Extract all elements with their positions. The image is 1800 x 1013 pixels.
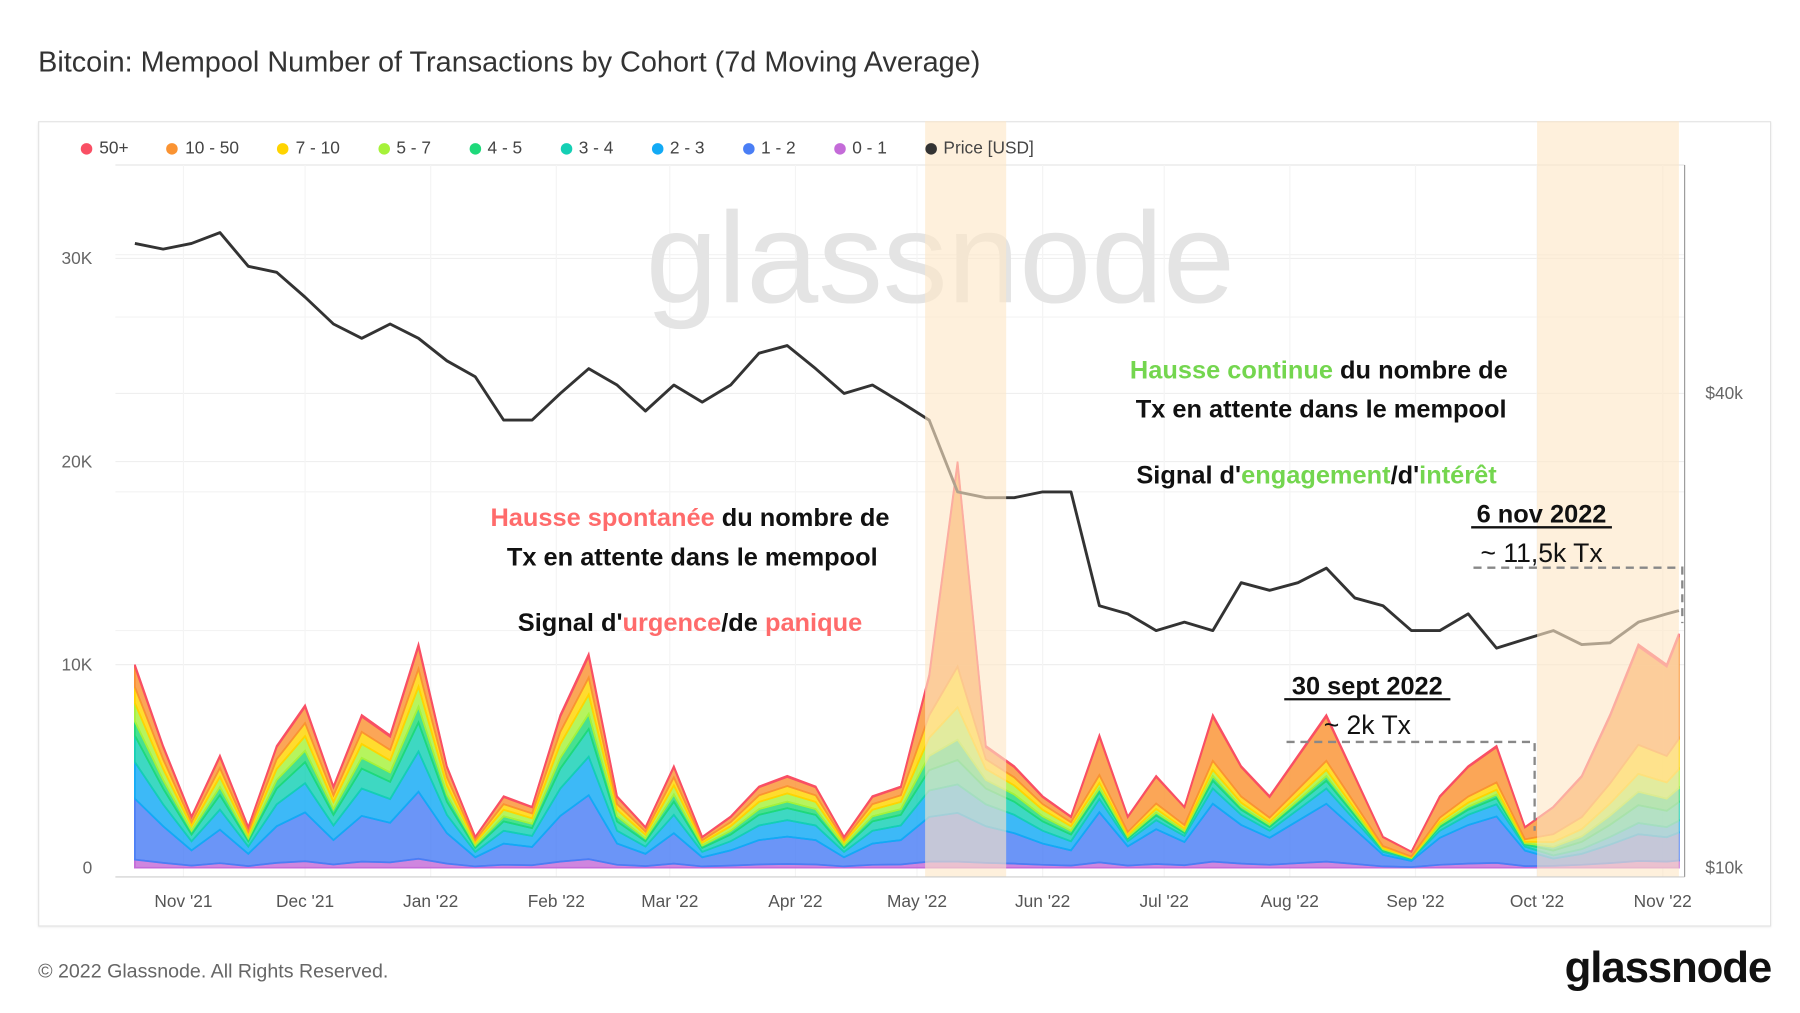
x-tick-label: Jul '22 — [1139, 891, 1188, 911]
annotation-right-line1: Hausse continue du nombre de — [1130, 356, 1508, 384]
nov-dashed-guide — [1473, 566, 1684, 624]
annotation-nov-date: 6 nov 2022 — [1477, 501, 1607, 529]
x-tick-label: Jun '22 — [1015, 891, 1070, 911]
y-right-tick-label: $10k — [1705, 857, 1743, 877]
legend-label: Price [USD] — [943, 138, 1034, 159]
chart-container — [38, 121, 1772, 927]
annotation-sept-value: ~ 2k Tx — [1324, 710, 1411, 740]
highlight-bands — [925, 121, 1679, 877]
y-left-tick-label: 10K — [62, 654, 93, 674]
x-tick-label: Oct '22 — [1510, 891, 1564, 911]
annotation-left-line3: Signal d'urgence/de panique — [518, 609, 862, 637]
annotation-nov-value: ~ 11,5k Tx — [1480, 538, 1602, 568]
legend-dot-icon — [377, 142, 390, 155]
annotation-sept-date: 30 sept 2022 — [1292, 673, 1443, 701]
y-right-tick-label: $40k — [1705, 383, 1743, 403]
legend: 50+ 10 - 50 7 - 10 5 - 7 4 - 5 3 - 4 2 - 3 1 - … — [80, 138, 1072, 159]
legend-label: 1 - 2 — [761, 138, 796, 159]
annotation-right-line2: Tx en attente dans le mempool — [1136, 396, 1507, 424]
x-tick-label: Sep '22 — [1386, 891, 1444, 911]
x-tick-label: Dec '21 — [276, 891, 334, 911]
price-series-line — [134, 231, 1680, 650]
legend-dot-icon — [166, 142, 179, 155]
legend-dot-icon — [469, 142, 481, 155]
x-tick-label: Nov '21 — [154, 891, 212, 911]
legend-dot-icon — [560, 142, 572, 155]
y-left-tick-label: 0 — [83, 857, 93, 877]
highlight-band — [1537, 121, 1679, 877]
legend-item[interactable]: 5 - 7 — [377, 138, 431, 159]
legend-item[interactable]: Price [USD] — [924, 138, 1034, 159]
legend-dot-icon — [277, 142, 289, 155]
legend-dot-icon — [651, 142, 663, 155]
legend-dot-icon — [924, 142, 937, 155]
legend-dot-icon — [833, 142, 846, 155]
x-tick-label: Nov '22 — [1634, 891, 1692, 911]
legend-label: 2 - 3 — [669, 138, 705, 159]
legend-dot-icon — [80, 142, 93, 155]
legend-dot-icon — [742, 142, 755, 155]
axes: 0 10K 20K 30K $10k $40k Nov '21 Dec '21 Jan '22 F… — [62, 248, 1744, 911]
x-tick-label: Apr '22 — [768, 891, 822, 911]
legend-item[interactable]: 7 - 10 — [277, 138, 340, 158]
x-tick-label: Feb '22 — [528, 891, 585, 911]
x-tick-label: Mar '22 — [641, 891, 698, 911]
annotation-right-line3: Signal d'engagement/d'intérêt — [1136, 461, 1497, 489]
legend-item[interactable]: 0 - 1 — [833, 138, 887, 159]
legend-item[interactable]: 50+ — [80, 138, 129, 159]
legend-item[interactable]: 2 - 3 — [651, 138, 705, 159]
chart-title: Bitcoin: Mempool Number of Transactions … — [38, 46, 981, 79]
annotation-left-line2: Tx en attente dans le mempool — [507, 543, 878, 571]
legend-item[interactable]: 4 - 5 — [469, 138, 522, 158]
legend-label: 4 - 5 — [487, 138, 523, 159]
price-line — [134, 231, 1680, 650]
legend-label: 50+ — [99, 138, 129, 159]
annotation-left-line1: Hausse spontanée du nombre de — [490, 504, 889, 532]
sept-dashed-guide — [1286, 740, 1536, 831]
copyright: © 2022 Glassnode. All Rights Reserved. — [38, 960, 389, 982]
legend-label: 5 - 7 — [396, 138, 431, 159]
y-left-tick-label: 30K — [62, 248, 93, 268]
x-tick-label: Jan '22 — [403, 891, 458, 911]
legend-item[interactable]: 1 - 2 — [742, 138, 796, 159]
x-tick-label: Aug '22 — [1261, 891, 1319, 911]
glassnode-logo[interactable]: glassnode — [1564, 943, 1773, 993]
legend-label: 3 - 4 — [578, 138, 614, 159]
legend-item[interactable]: 10 - 50 — [166, 138, 240, 159]
x-tick-label: May '22 — [887, 891, 947, 911]
legend-label: 10 - 50 — [185, 138, 240, 159]
highlight-band — [925, 121, 1007, 877]
y-left-tick-label: 20K — [62, 451, 93, 471]
legend-label: 7 - 10 — [295, 138, 340, 159]
legend-label: 0 - 1 — [852, 138, 887, 159]
legend-item[interactable]: 3 - 4 — [560, 138, 613, 158]
